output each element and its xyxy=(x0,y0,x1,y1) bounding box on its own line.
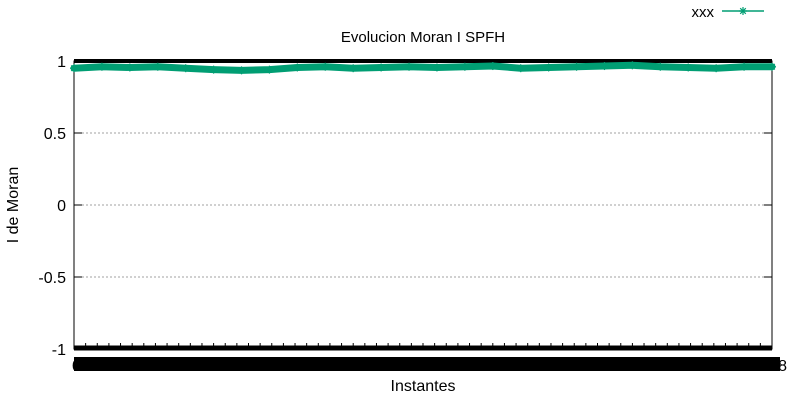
data-point xyxy=(321,62,330,71)
x-tick-label-first: 0 xyxy=(72,358,81,375)
data-point xyxy=(740,62,749,71)
legend-marker-asterisk xyxy=(739,7,747,15)
y-tick-label: -0.5 xyxy=(38,270,66,287)
data-point xyxy=(628,61,637,70)
legend-asterisk-icon xyxy=(739,7,747,15)
data-point xyxy=(600,62,609,71)
y-tick-label: 0.5 xyxy=(44,126,66,143)
x-tick-label-band xyxy=(74,357,780,371)
data-point xyxy=(488,62,497,71)
y-tick-label: 1 xyxy=(57,54,66,71)
data-point xyxy=(712,64,721,73)
x-axis-label: Instantes xyxy=(391,378,456,395)
data-point xyxy=(181,64,190,73)
data-point xyxy=(572,62,581,71)
y-axis-ticks: 1 0.5 0 -0.5 -1 xyxy=(38,54,772,359)
data-point xyxy=(125,63,134,72)
legend-label-xxx: xxx xyxy=(692,4,715,21)
data-point xyxy=(768,62,776,71)
data-point xyxy=(432,63,441,72)
data-point xyxy=(209,65,218,74)
series-xxx xyxy=(70,61,776,75)
series-line-xxx xyxy=(70,61,776,74)
y-tick-label: -1 xyxy=(52,342,66,359)
legend: xxx xyxy=(692,4,764,21)
data-point xyxy=(70,64,78,73)
y-axis-label: I de Moran xyxy=(5,167,22,243)
data-point xyxy=(237,66,246,75)
grid-lines xyxy=(74,132,772,278)
data-point xyxy=(97,62,106,71)
data-point xyxy=(684,63,693,72)
data-point xyxy=(153,62,162,71)
x-tick-label-last: 8 xyxy=(778,358,787,375)
data-point xyxy=(516,64,525,73)
data-point xyxy=(544,63,553,72)
data-point xyxy=(656,62,665,71)
chart-title: Evolucion Moran I SPFH xyxy=(341,29,505,46)
data-point xyxy=(293,63,302,72)
data-point xyxy=(265,65,274,74)
data-point xyxy=(405,62,414,71)
data-point xyxy=(460,62,469,71)
data-point xyxy=(349,64,358,73)
y-tick-label: 0 xyxy=(57,198,66,215)
data-point xyxy=(377,63,386,72)
